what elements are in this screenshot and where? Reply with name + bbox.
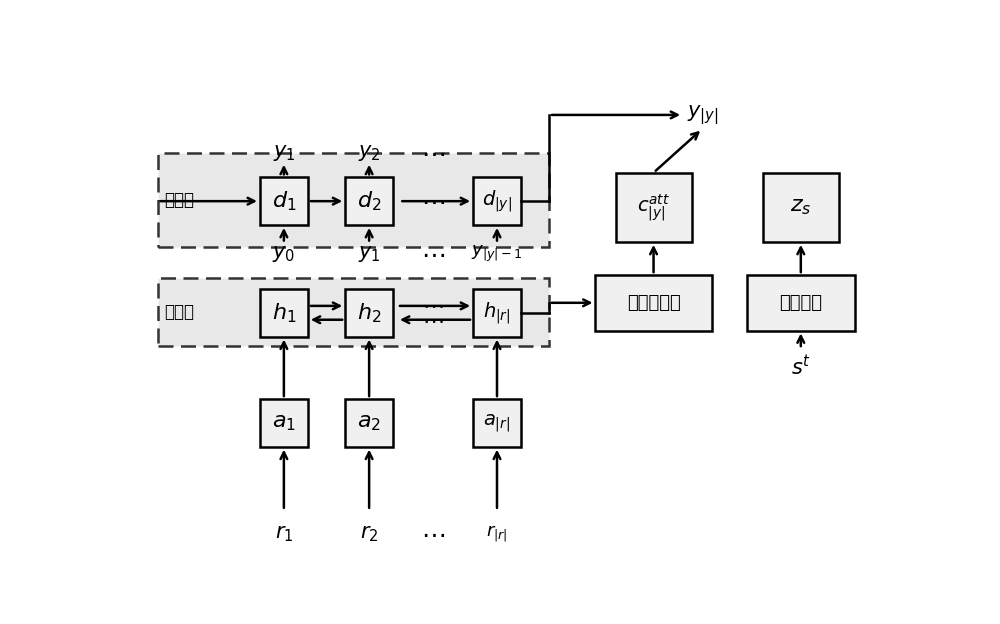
Text: $y_0$: $y_0$ — [272, 244, 295, 265]
FancyBboxPatch shape — [345, 177, 393, 225]
Text: $d_2$: $d_2$ — [357, 189, 381, 213]
Text: $y_1$: $y_1$ — [358, 244, 380, 265]
Text: $s^t$: $s^t$ — [791, 354, 811, 379]
Text: $d_{|y|}$: $d_{|y|}$ — [482, 188, 512, 214]
Text: $h_{|r|}$: $h_{|r|}$ — [483, 300, 511, 326]
Text: $z_s$: $z_s$ — [790, 197, 812, 217]
FancyBboxPatch shape — [345, 399, 393, 447]
Text: $y_{|y|-1}$: $y_{|y|-1}$ — [471, 244, 523, 265]
FancyBboxPatch shape — [158, 278, 549, 346]
Text: $h_1$: $h_1$ — [272, 301, 296, 324]
Text: 编码器: 编码器 — [164, 303, 194, 321]
Text: $y_{|y|}$: $y_{|y|}$ — [687, 103, 718, 127]
FancyBboxPatch shape — [473, 399, 521, 447]
Text: 注意力机制: 注意力机制 — [627, 294, 680, 312]
FancyBboxPatch shape — [260, 289, 308, 337]
FancyBboxPatch shape — [595, 275, 712, 331]
Text: $h_2$: $h_2$ — [357, 301, 381, 324]
Text: $a_2$: $a_2$ — [357, 413, 381, 433]
Text: $\cdots$: $\cdots$ — [422, 295, 444, 315]
FancyBboxPatch shape — [260, 177, 308, 225]
Text: $r_{|r|}$: $r_{|r|}$ — [486, 524, 508, 544]
Text: $\cdots$: $\cdots$ — [421, 242, 445, 266]
Text: $c_{|y|}^{att}$: $c_{|y|}^{att}$ — [637, 192, 670, 223]
Text: $a_{|r|}$: $a_{|r|}$ — [483, 412, 511, 434]
Text: $y_2$: $y_2$ — [358, 143, 380, 163]
FancyBboxPatch shape — [473, 177, 521, 225]
Text: $r_2$: $r_2$ — [360, 524, 378, 544]
Text: 解码器: 解码器 — [164, 192, 194, 210]
Text: $a_1$: $a_1$ — [272, 413, 296, 433]
Text: $\cdots$: $\cdots$ — [422, 311, 444, 331]
FancyBboxPatch shape — [260, 399, 308, 447]
Text: $\cdots$: $\cdots$ — [421, 522, 445, 546]
FancyBboxPatch shape — [763, 173, 839, 242]
FancyBboxPatch shape — [158, 154, 549, 247]
FancyBboxPatch shape — [473, 289, 521, 337]
Text: 主题编码: 主题编码 — [779, 294, 822, 312]
Text: $\cdots$: $\cdots$ — [421, 140, 445, 165]
FancyBboxPatch shape — [747, 275, 855, 331]
Text: $d_1$: $d_1$ — [272, 189, 296, 213]
Text: $\cdots$: $\cdots$ — [421, 189, 445, 213]
FancyBboxPatch shape — [345, 289, 393, 337]
FancyBboxPatch shape — [616, 173, 692, 242]
Text: $y_1$: $y_1$ — [273, 143, 295, 163]
Text: $r_1$: $r_1$ — [275, 524, 293, 544]
